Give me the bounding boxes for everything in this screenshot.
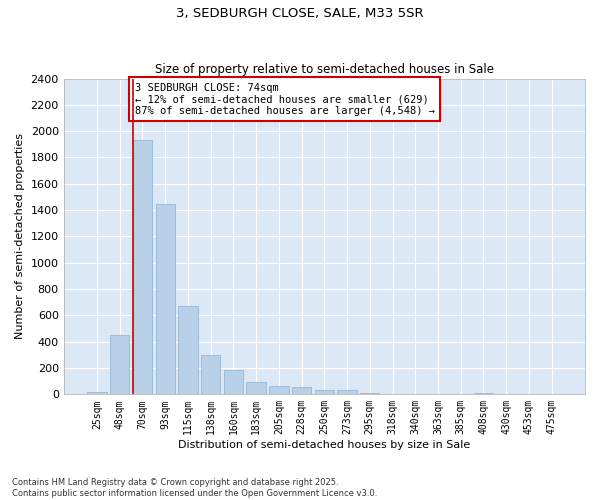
Bar	[247, 382, 266, 394]
Title: Size of property relative to semi-detached houses in Sale: Size of property relative to semi-detach…	[155, 63, 494, 76]
Bar	[155, 204, 175, 394]
Bar	[474, 393, 493, 394]
Bar	[201, 355, 220, 395]
X-axis label: Distribution of semi-detached houses by size in Sale: Distribution of semi-detached houses by …	[178, 440, 470, 450]
Bar	[292, 387, 311, 394]
Bar	[269, 386, 289, 394]
Bar	[133, 140, 152, 394]
Text: 3 SEDBURGH CLOSE: 74sqm
← 12% of semi-detached houses are smaller (629)
87% of s: 3 SEDBURGH CLOSE: 74sqm ← 12% of semi-de…	[134, 82, 434, 116]
Bar	[337, 390, 357, 394]
Bar	[88, 392, 107, 394]
Bar	[360, 393, 379, 394]
Text: Contains HM Land Registry data © Crown copyright and database right 2025.
Contai: Contains HM Land Registry data © Crown c…	[12, 478, 377, 498]
Bar	[314, 390, 334, 394]
Bar	[224, 370, 243, 394]
Bar	[178, 306, 197, 394]
Text: 3, SEDBURGH CLOSE, SALE, M33 5SR: 3, SEDBURGH CLOSE, SALE, M33 5SR	[176, 8, 424, 20]
Y-axis label: Number of semi-detached properties: Number of semi-detached properties	[15, 134, 25, 340]
Bar	[110, 335, 130, 394]
